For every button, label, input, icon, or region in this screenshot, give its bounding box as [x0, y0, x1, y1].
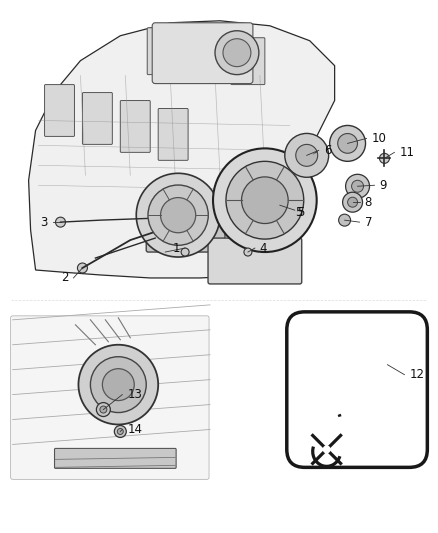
Circle shape [330, 125, 366, 161]
FancyBboxPatch shape [152, 23, 253, 84]
Text: 7: 7 [364, 216, 372, 229]
FancyBboxPatch shape [146, 198, 225, 252]
FancyBboxPatch shape [45, 85, 74, 136]
Circle shape [241, 177, 288, 223]
Circle shape [100, 406, 107, 413]
Circle shape [348, 197, 357, 207]
Circle shape [244, 248, 252, 256]
FancyBboxPatch shape [54, 448, 176, 469]
Text: 10: 10 [371, 132, 386, 145]
Circle shape [223, 39, 251, 67]
Circle shape [285, 133, 328, 177]
Text: 5: 5 [297, 206, 304, 219]
Text: 1: 1 [173, 241, 180, 255]
Circle shape [78, 345, 158, 424]
Circle shape [213, 148, 317, 252]
Text: 11: 11 [399, 146, 414, 159]
Circle shape [215, 31, 259, 75]
FancyBboxPatch shape [11, 316, 209, 479]
Text: 6: 6 [324, 144, 331, 157]
Circle shape [226, 161, 304, 239]
Circle shape [78, 263, 88, 273]
Text: 14: 14 [127, 423, 142, 436]
Circle shape [296, 144, 318, 166]
Text: 4: 4 [260, 241, 267, 255]
Text: 5: 5 [295, 206, 302, 219]
Circle shape [346, 174, 370, 198]
Circle shape [136, 173, 220, 257]
FancyBboxPatch shape [189, 33, 223, 79]
Text: 3: 3 [40, 216, 48, 229]
Text: 2: 2 [61, 271, 68, 285]
Polygon shape [28, 21, 335, 278]
Circle shape [339, 214, 350, 226]
FancyBboxPatch shape [208, 238, 302, 284]
Circle shape [161, 198, 196, 233]
FancyBboxPatch shape [231, 38, 265, 85]
Circle shape [379, 154, 389, 163]
FancyBboxPatch shape [120, 101, 150, 152]
Text: 8: 8 [364, 196, 372, 209]
FancyBboxPatch shape [147, 28, 181, 75]
Circle shape [352, 180, 364, 192]
Circle shape [343, 192, 363, 212]
Circle shape [90, 357, 146, 413]
FancyBboxPatch shape [158, 109, 188, 160]
Circle shape [117, 429, 124, 434]
Circle shape [56, 217, 66, 227]
Circle shape [323, 446, 331, 454]
Text: 12: 12 [410, 368, 424, 381]
Circle shape [96, 402, 110, 416]
Circle shape [148, 185, 208, 245]
Circle shape [181, 248, 189, 256]
Text: 13: 13 [127, 388, 142, 401]
Circle shape [338, 134, 357, 154]
Circle shape [102, 369, 134, 401]
Text: 9: 9 [379, 179, 387, 192]
Circle shape [114, 425, 126, 438]
FancyBboxPatch shape [82, 93, 112, 144]
